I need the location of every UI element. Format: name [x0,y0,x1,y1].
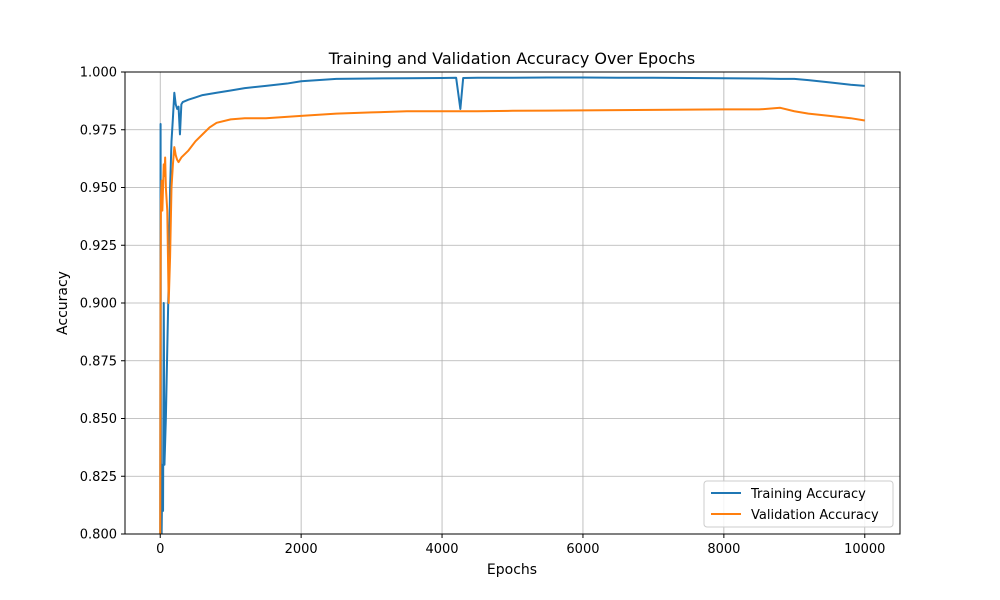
chart-title: Training and Validation Accuracy Over Ep… [328,49,696,68]
y-tick-label: 0.925 [80,239,117,254]
y-tick-label: 0.975 [80,123,117,138]
x-tick-label: 10000 [844,542,885,557]
y-tick-label: 0.825 [80,470,117,485]
x-tick-label: 4000 [425,542,458,557]
training-accuracy-line [159,76,865,534]
y-tick-label: 0.850 [80,412,117,427]
y-tick-label: 0.950 [80,181,117,196]
legend-box [703,480,894,528]
y-tick-label: 1.000 [80,66,117,81]
legend-label-training: Training Accuracy [750,487,866,502]
y-axis-label: Accuracy [55,271,71,335]
y-tick-label: 0.800 [80,528,117,543]
legend-label-validation: Validation Accuracy [751,508,879,523]
x-tick-label: 8000 [707,542,740,557]
y-tick-label: 0.875 [80,354,117,369]
legend: Training Accuracy Validation Accuracy [703,480,894,528]
y-tick-label: 0.900 [80,297,117,312]
plot-area [159,76,865,534]
x-tick-label: 0 [156,542,164,557]
y-axis-ticks: 0.800 0.825 0.850 0.875 0.900 0.925 0.950 0.975… [80,66,125,543]
x-tick-label: 2000 [285,542,318,557]
x-tick-label: 6000 [566,542,599,557]
x-axis-label: Epochs [487,562,537,578]
validation-accuracy-line [159,106,865,534]
x-axis-ticks: 0 2000 4000 6000 8000 10000 [156,534,885,557]
